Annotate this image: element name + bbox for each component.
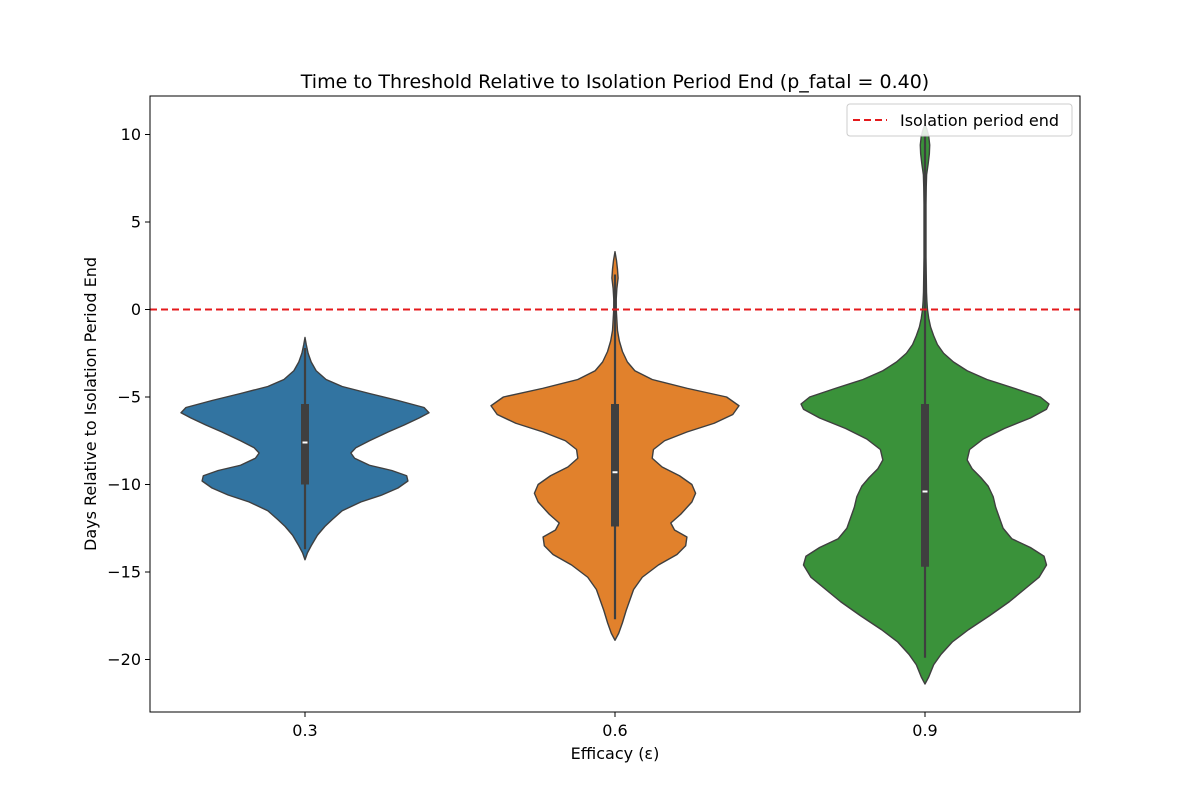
x-axis-label: Efficacy (ε) bbox=[571, 744, 660, 763]
violin-iqr-box bbox=[921, 404, 929, 567]
y-tick-label: 0 bbox=[131, 300, 141, 319]
legend-label: Isolation period end bbox=[900, 111, 1059, 130]
y-tick-label: −20 bbox=[107, 650, 141, 669]
x-axis: 0.3 0.6 0.9 bbox=[292, 712, 938, 740]
y-tick-label: −15 bbox=[107, 563, 141, 582]
violins-layer bbox=[180, 123, 1050, 685]
y-axis: 10 5 0 −5 −10 −15 −20 bbox=[107, 125, 150, 669]
y-tick-label: 5 bbox=[131, 213, 141, 232]
y-tick-label: −10 bbox=[107, 475, 141, 494]
y-tick-label: −5 bbox=[117, 388, 141, 407]
legend: Isolation period end bbox=[846, 103, 1073, 137]
x-tick-label: 0.3 bbox=[292, 721, 317, 740]
y-axis-label: Days Relative to Isolation Period End bbox=[81, 257, 100, 551]
x-tick-label: 0.9 bbox=[912, 721, 937, 740]
violin-iqr-box bbox=[611, 404, 619, 527]
violin-iqr-box bbox=[301, 404, 309, 485]
chart-title: Time to Threshold Relative to Isolation … bbox=[300, 71, 929, 93]
x-tick-label: 0.6 bbox=[602, 721, 627, 740]
legend-box bbox=[846, 103, 1073, 137]
y-tick-label: 10 bbox=[121, 125, 141, 144]
